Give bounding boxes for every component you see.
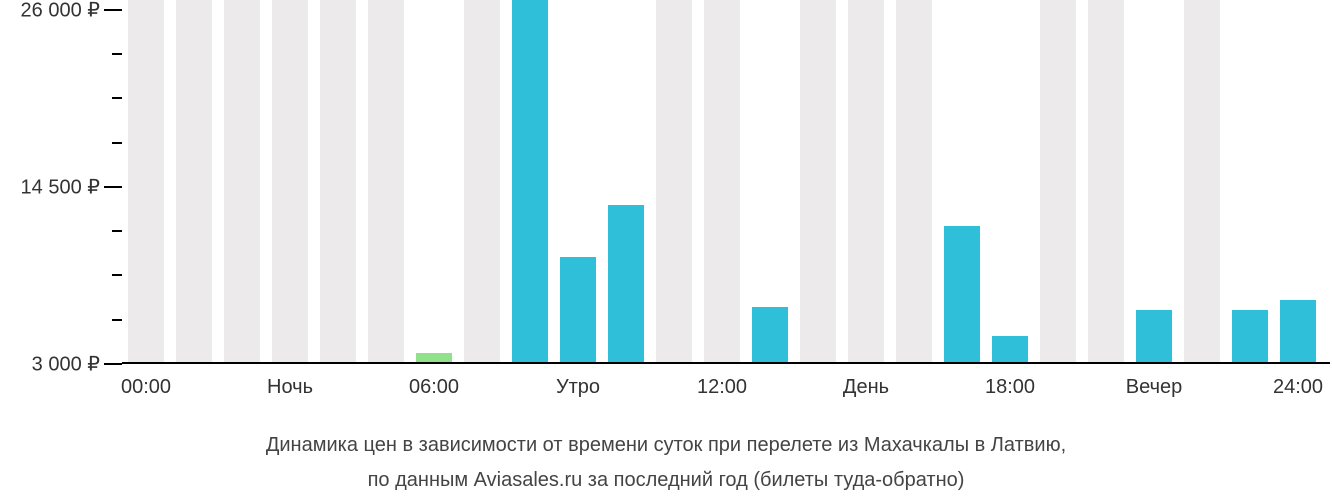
bar-no-data[interactable] <box>128 0 164 362</box>
bar-no-data[interactable] <box>464 0 500 362</box>
plot-area: 3 000 ₽14 500 ₽26 000 ₽00:00Ночь06:00Утр… <box>122 2 1330 364</box>
bar-price[interactable] <box>1232 310 1268 362</box>
chart-caption: Динамика цен в зависимости от времени су… <box>0 434 1332 492</box>
bar-no-data[interactable] <box>800 0 836 362</box>
x-axis-label: Утро <box>556 376 600 399</box>
bar-no-data[interactable] <box>176 0 212 362</box>
chart-container: 3 000 ₽ 14 500 ₽ 26 000 ₽ 00:00 Ночь 06:00 Утр… <box>0 0 1332 502</box>
x-axis-label: 06:00 <box>409 376 459 399</box>
bar-price[interactable] <box>752 307 788 362</box>
x-axis-label: 00:00 <box>121 376 171 399</box>
y-axis-label: 3 000 ₽ <box>32 352 100 377</box>
x-axis-label: Вечер <box>1126 376 1182 399</box>
bar-price[interactable] <box>944 226 980 362</box>
y-tick-minor <box>112 274 122 276</box>
caption-line-1: Динамика цен в зависимости от времени су… <box>0 434 1332 457</box>
bar-no-data[interactable] <box>320 0 356 362</box>
bar-price[interactable] <box>560 257 596 362</box>
y-tick-major <box>104 186 122 188</box>
y-tick-minor <box>112 97 122 99</box>
y-tick-minor <box>112 53 122 55</box>
bar-no-data[interactable] <box>272 0 308 362</box>
y-tick-minor <box>112 142 122 144</box>
x-axis-label: День <box>843 376 889 399</box>
bar-no-data[interactable] <box>1088 0 1124 362</box>
y-tick-major <box>104 9 122 11</box>
x-axis-label: Ночь <box>267 376 313 399</box>
bar-no-data[interactable] <box>224 0 260 362</box>
x-axis-label: 12:00 <box>697 376 747 399</box>
bar-no-data[interactable] <box>368 0 404 362</box>
x-axis-line <box>122 362 1330 364</box>
bar-price[interactable] <box>512 0 548 362</box>
y-tick-major <box>104 363 122 365</box>
bar-price[interactable] <box>1136 310 1172 362</box>
bar-price[interactable] <box>992 336 1028 362</box>
bar-no-data[interactable] <box>848 0 884 362</box>
x-axis-label: 18:00 <box>985 376 1035 399</box>
bar-no-data[interactable] <box>1184 0 1220 362</box>
y-axis-label: 14 500 ₽ <box>21 174 100 199</box>
bar-no-data[interactable] <box>656 0 692 362</box>
caption-line-2: по данным Aviasales.ru за последний год … <box>0 469 1332 492</box>
x-axis-label: 24:00 <box>1273 376 1323 399</box>
bar-price[interactable] <box>608 205 644 362</box>
y-tick-minor <box>112 319 122 321</box>
bar-price[interactable] <box>1280 300 1316 362</box>
bar-lowest[interactable] <box>416 353 452 362</box>
y-axis-label: 26 000 ₽ <box>21 0 100 22</box>
y-tick-minor <box>112 230 122 232</box>
bar-no-data[interactable] <box>1040 0 1076 362</box>
bar-no-data[interactable] <box>896 0 932 362</box>
bar-no-data[interactable] <box>704 0 740 362</box>
